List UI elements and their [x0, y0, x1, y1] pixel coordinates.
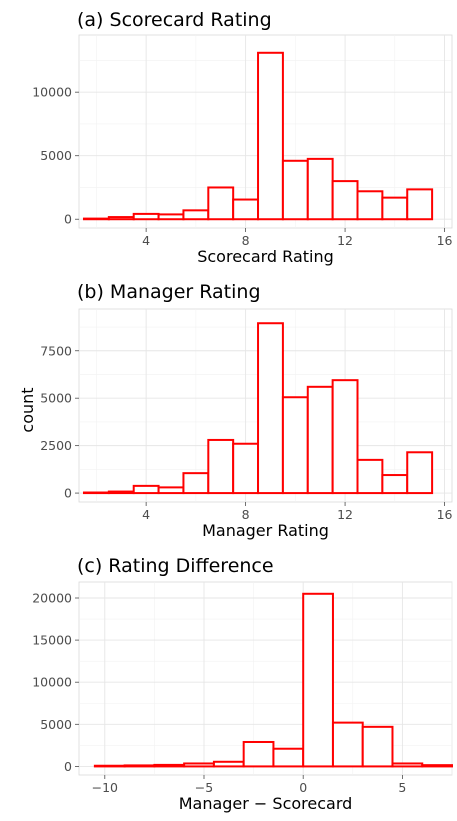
- x-tick-label: 8: [242, 507, 250, 522]
- histogram-bar: [157, 486, 185, 495]
- histogram-bar: [331, 721, 364, 768]
- x-tick-label: 4: [142, 233, 150, 248]
- x-tick-label: −5: [195, 780, 213, 795]
- x-tick-label: 4: [142, 507, 150, 522]
- histogram-bar: [356, 458, 384, 495]
- histogram-bar: [331, 180, 359, 221]
- histogram-bar: [123, 764, 156, 768]
- histogram-bar: [281, 159, 309, 221]
- histogram-bar: [232, 442, 260, 495]
- x-tick-label: 5: [398, 780, 406, 795]
- histogram-bar: [107, 490, 135, 495]
- chart-title: (b) Manager Rating: [77, 281, 261, 303]
- histogram-bar: [361, 725, 394, 768]
- histogram-bar: [242, 740, 275, 768]
- y-tick-label: 0: [64, 212, 72, 227]
- y-tick-label: 5000: [40, 717, 72, 732]
- x-axis-label: Manager Rating: [202, 521, 329, 540]
- histogram-bar: [406, 188, 434, 221]
- histogram-bar: [391, 762, 424, 768]
- y-tick-label: 5000: [40, 391, 72, 406]
- histogram-bar: [306, 385, 334, 495]
- histogram-bar: [207, 438, 235, 495]
- histogram-bar: [157, 213, 185, 221]
- x-tick-label: 16: [437, 507, 453, 522]
- x-tick-label: 12: [337, 233, 353, 248]
- y-tick-label: 20000: [32, 590, 72, 605]
- histogram-bar: [82, 217, 110, 221]
- histogram-bar: [381, 196, 409, 221]
- histogram-bar: [331, 379, 359, 495]
- histogram-bar: [257, 322, 284, 495]
- histogram-bar: [212, 760, 245, 768]
- y-tick-label: 10000: [32, 675, 72, 690]
- y-tick-label: 10000: [32, 85, 72, 100]
- histogram-bar: [107, 216, 135, 221]
- y-tick-label: 5000: [40, 148, 72, 163]
- y-tick-label: 0: [64, 486, 72, 501]
- histogram-bar: [207, 186, 235, 221]
- chart-panel-3: −10 −5 0 5 0 5000 10000 15000 20000 (c) Rating Di…: [32, 555, 453, 813]
- chart-title: (c) Rating Difference: [77, 555, 274, 577]
- histogram-bar: [421, 764, 453, 768]
- histogram-bar: [93, 764, 126, 768]
- histogram-bar: [306, 157, 334, 221]
- chart-title: (a) Scorecard Rating: [77, 9, 272, 31]
- histogram-bar: [182, 209, 210, 221]
- x-tick-label: 0: [299, 780, 307, 795]
- y-tick-label: 15000: [32, 633, 72, 648]
- histogram-bar: [182, 472, 210, 495]
- histogram-bar: [406, 451, 434, 495]
- x-tick-label: 8: [242, 233, 250, 248]
- x-axis-label: Manager − Scorecard: [179, 794, 353, 813]
- histogram-bar: [272, 747, 305, 768]
- x-tick-label: 16: [437, 233, 453, 248]
- histogram-bar: [153, 763, 186, 768]
- y-tick-label: 2500: [40, 438, 72, 453]
- histogram-bar: [232, 198, 260, 221]
- histogram-bar: [302, 592, 334, 768]
- histogram-bar: [132, 484, 160, 495]
- x-axis-label: Scorecard Rating: [197, 247, 334, 266]
- histogram-bar: [356, 190, 384, 221]
- histogram-bar: [281, 396, 309, 495]
- y-axis-label: count: [18, 387, 37, 432]
- histogram-bar: [82, 491, 110, 495]
- y-tick-label: 7500: [40, 343, 72, 358]
- histogram-bar: [381, 474, 409, 495]
- y-tick-label: 0: [64, 759, 72, 774]
- histogram-bar: [183, 762, 215, 768]
- chart-panel-2: 4 8 12 16 0 2500 5000 7500 (b) Manager Rating Man…: [40, 281, 452, 540]
- x-tick-label: 12: [337, 507, 353, 522]
- x-tick-label: −10: [92, 780, 118, 795]
- chart-panel-1: 4 8 12 16 0 5000 10000 (a) Scorecard Rating Scor…: [32, 9, 452, 266]
- histogram-bar: [257, 51, 284, 221]
- histogram-bar: [132, 212, 160, 221]
